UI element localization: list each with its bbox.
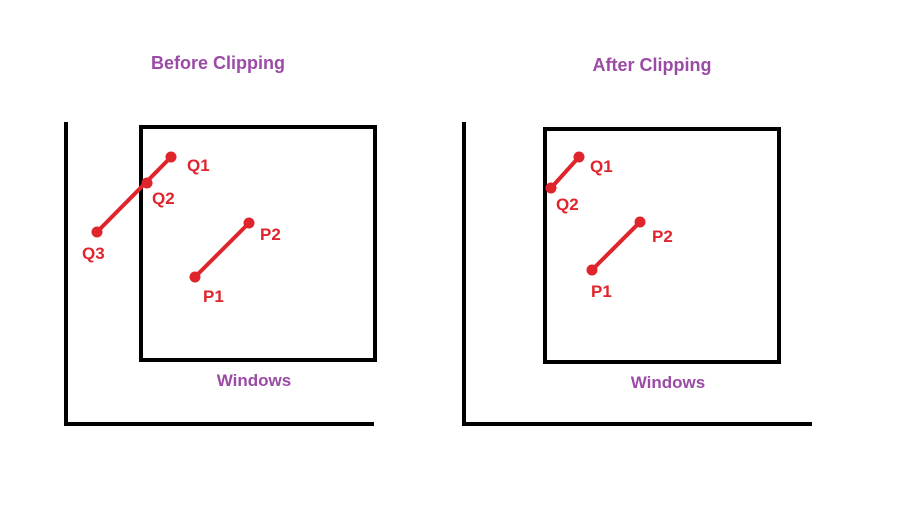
clip-window-after	[543, 127, 781, 364]
point-q2-before	[141, 177, 153, 189]
point-q3-before	[91, 226, 103, 238]
label-p1-after: P1	[591, 282, 612, 301]
label-q1-after: Q1	[590, 157, 613, 176]
window-label-after: Windows	[631, 373, 705, 392]
panel-before: Before Clipping Windows Q1 Q2 Q3 P1 P2	[64, 53, 377, 426]
panel-title-after: After Clipping	[593, 55, 712, 75]
label-q2-after: Q2	[556, 195, 579, 214]
point-p2-after	[634, 216, 646, 228]
label-p2-after: P2	[652, 227, 673, 246]
window-label-before: Windows	[217, 371, 291, 390]
label-p2-before: P2	[260, 225, 281, 244]
label-q3-before: Q3	[82, 244, 105, 263]
panel-title-before: Before Clipping	[151, 53, 285, 73]
point-p1-after	[586, 264, 598, 276]
label-q2-before: Q2	[152, 189, 175, 208]
point-q1-before	[165, 151, 177, 163]
segment-q3-q1-before	[95, 155, 173, 234]
point-q1-after	[573, 151, 585, 163]
segment-p1-p2-before	[193, 221, 251, 279]
segment-q2-q1-after	[549, 155, 581, 190]
label-q1-before: Q1	[187, 156, 210, 175]
segment-p1-p2-after	[590, 220, 642, 272]
label-p1-before: P1	[203, 287, 224, 306]
panel-after: After Clipping Windows Q1 Q2 P1 P2	[462, 55, 812, 426]
clip-window-before	[139, 125, 377, 362]
point-p1-before	[189, 271, 201, 283]
point-p2-before	[243, 217, 255, 229]
point-q2-after	[545, 182, 557, 194]
